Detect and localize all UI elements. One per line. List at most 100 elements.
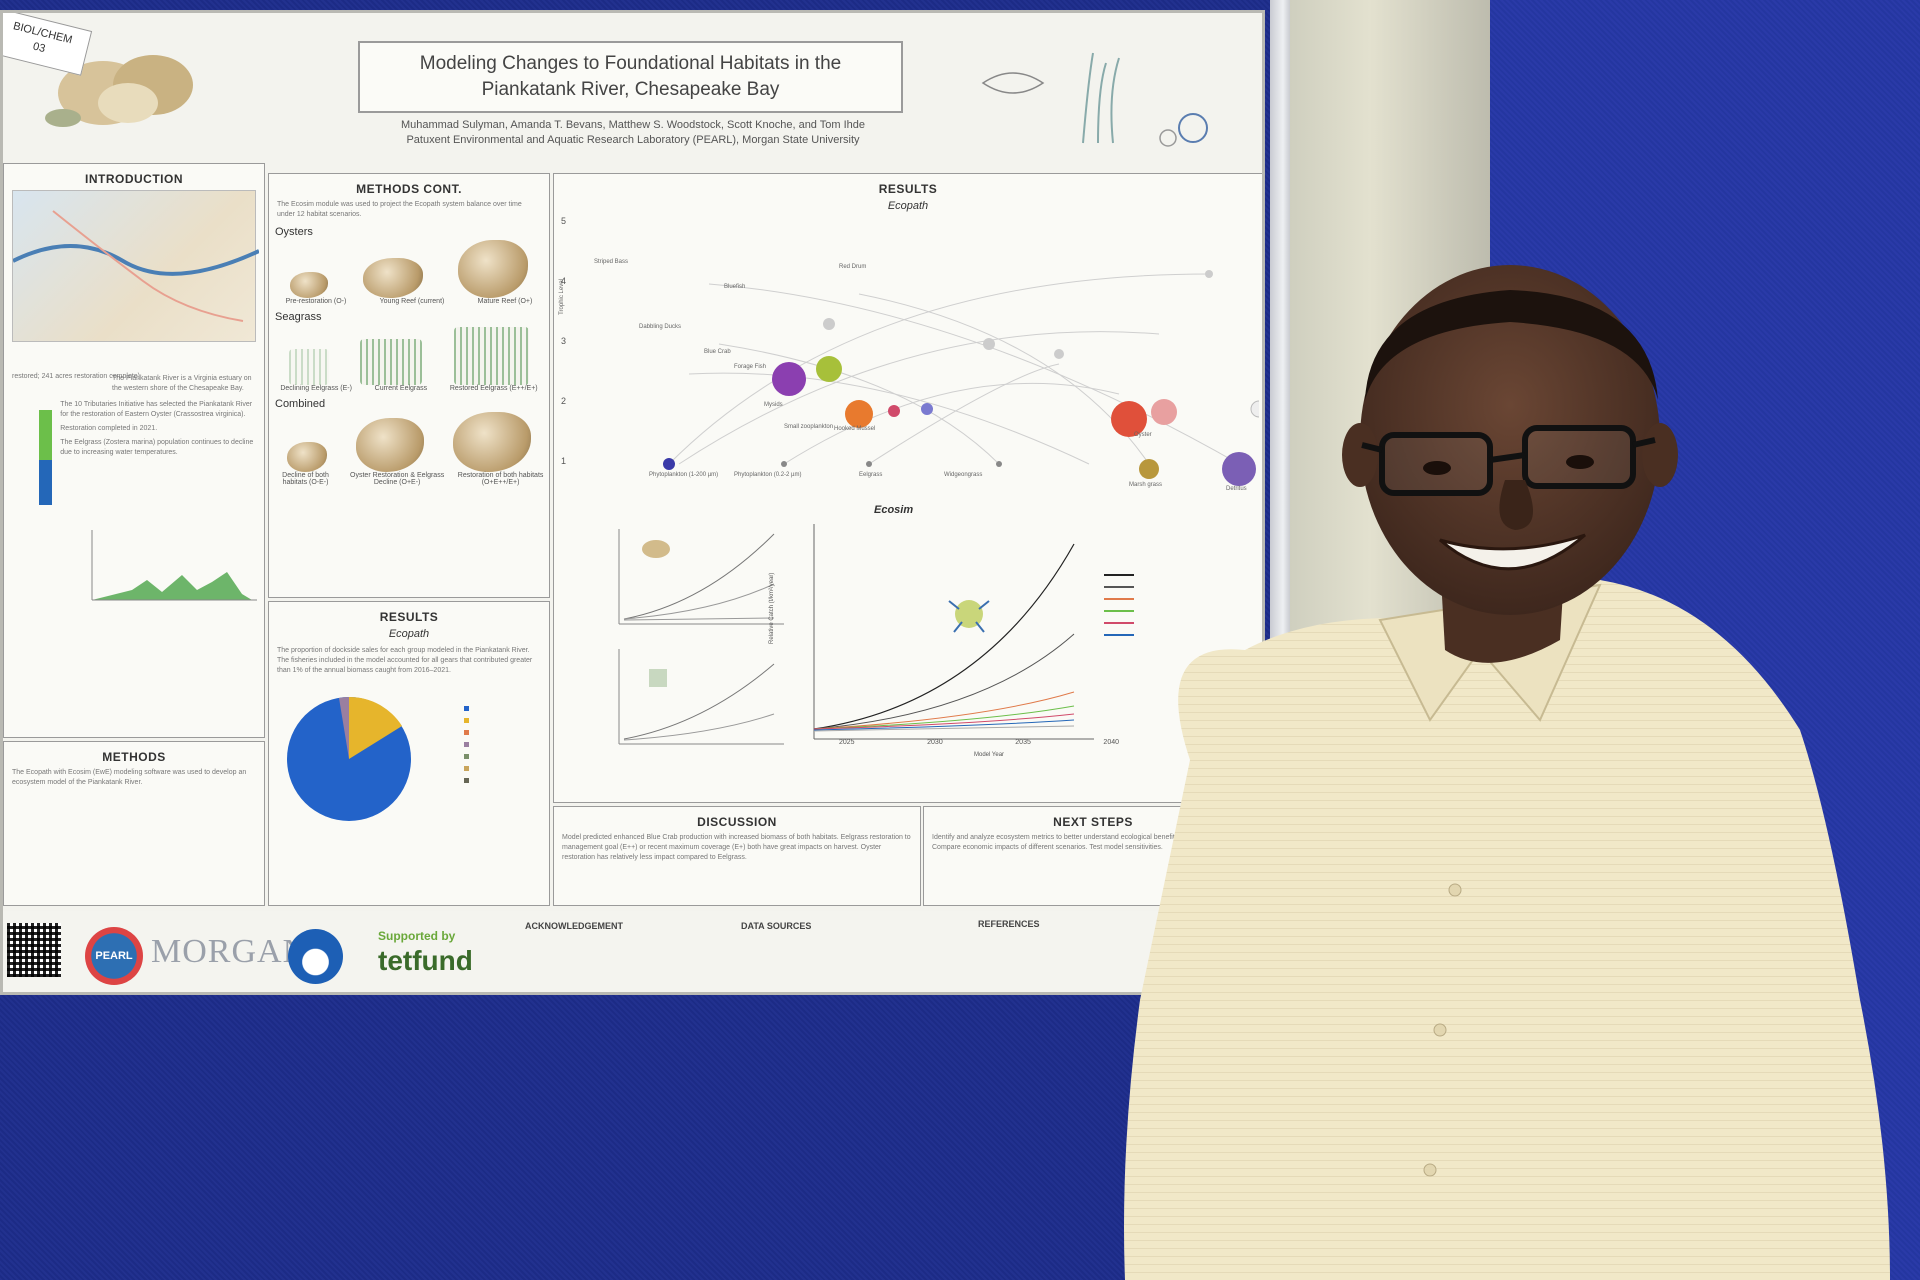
author-list: Muhammad Sulyman, Amanda T. Bevans, Matt… xyxy=(400,119,866,131)
results-main-panel: RESULTS Ecopath 5 4 3 2 1 xyxy=(553,173,1262,803)
seagrass-current-icon xyxy=(360,339,423,385)
next-steps-text: Identify and analyze ecosystem metrics t… xyxy=(932,834,1247,851)
introduction-panel: INTRODUCTION restored; 241 acres restora… xyxy=(3,163,265,738)
eelgrass-area-chart xyxy=(91,530,257,601)
ecosim-small-chart-a xyxy=(618,529,784,625)
seagrass-label-2: Current Eelgrass xyxy=(374,385,428,392)
combined-label-3: Restoration of both habitats (O+E++/E+) xyxy=(457,472,544,486)
poster-title: Modeling Changes to Foundational Habitat… xyxy=(358,41,903,113)
combined-decline-icon xyxy=(287,442,328,472)
node-label-mysids: Mysids xyxy=(764,402,783,408)
adjacent-board xyxy=(1490,0,1920,1280)
oyster-label-2: Young Reef (current) xyxy=(379,298,445,305)
morgan-logo: MORGAN xyxy=(151,933,309,970)
seagrass-declining-icon xyxy=(288,349,329,385)
affiliation: Patuxent Environmental and Aquatic Resea… xyxy=(406,134,860,146)
node-label-striped-bass: Striped Bass xyxy=(594,259,629,265)
node-label-blue-crab: Blue Crab xyxy=(704,349,731,355)
noaa-logo xyxy=(288,929,343,984)
oyster-mature-reef-icon xyxy=(457,240,528,298)
restoration-bar-chart xyxy=(39,410,53,505)
methods-cont-heading: METHODS CONT. xyxy=(356,182,462,196)
svg-text:4: 4 xyxy=(561,276,566,286)
results-main-subheading: Ecopath xyxy=(887,200,929,212)
combined-label: Combined xyxy=(275,398,326,410)
discussion-text: Model predicted enhanced Blue Crab produ… xyxy=(562,834,911,861)
pearl-logo: PEARL xyxy=(85,927,143,985)
ecosim-small-chart-b xyxy=(618,649,784,745)
qr-code-icon xyxy=(7,923,61,977)
results-ecopath-text: The proportion of dockside sales for eac… xyxy=(277,647,533,674)
seagrass-label: Seagrass xyxy=(275,311,322,323)
combined-oyster-restoration-icon xyxy=(355,418,424,472)
dockside-sales-pie-chart xyxy=(287,696,469,821)
intro-stats: restored; 241 acres restoration complete… xyxy=(12,373,141,380)
title-line-1: Modeling Changes to Foundational Habitat… xyxy=(419,53,842,74)
svg-text:3: 3 xyxy=(561,336,566,346)
methods-cont-intro: The Ecosim module was used to project th… xyxy=(277,201,522,218)
ecosim-heading: Ecosim xyxy=(874,504,914,516)
ecosim-tick-1: 2025 xyxy=(839,739,855,746)
intro-text-1: The Piankatank River is a Virginia estua… xyxy=(112,375,252,392)
combined-label-1: Decline of both habitats (O-E-) xyxy=(282,472,329,486)
poster-number-tag: BIOL/CHEM 03 xyxy=(3,13,93,76)
svg-text:2: 2 xyxy=(561,396,566,406)
results-main-heading: RESULTS xyxy=(878,182,938,196)
seagrass-label-3: Restored Eelgrass (E++/E+) xyxy=(449,385,538,392)
results-ecopath-panel: RESULTS Ecopath The proportion of docksi… xyxy=(268,601,550,906)
ecosim-y-label: Relative Catch (t/km²/year) xyxy=(769,572,775,644)
ecosim-tick-4: 2040 xyxy=(1103,739,1119,746)
methods-text: The Ecopath with Ecosim (EwE) modeling s… xyxy=(12,769,247,786)
discussion-heading: DISCUSSION xyxy=(697,815,777,829)
node-label-eelgrass: Eelgrass xyxy=(859,472,883,478)
intro-text-2: The 10 Tributaries Initiative has select… xyxy=(60,401,253,418)
node-label-phytoplankton: Phytoplankton (1-200 µm) xyxy=(649,472,719,478)
svg-text:5: 5 xyxy=(561,216,566,226)
node-label-oyster: Oyster xyxy=(1134,432,1152,438)
node-label-red-drum: Red Drum xyxy=(839,264,867,270)
node-label-hooked-mussel: Hooked Mussel xyxy=(834,426,876,432)
acknowledgement-heading: ACKNOWLEDGEMENT xyxy=(525,921,623,931)
food-web-y-axis: Trophic Level xyxy=(558,279,565,315)
node-label-widgeongrass: Widgeongrass xyxy=(944,472,983,478)
oyster-pre-restoration-icon xyxy=(290,272,329,298)
seagrass-label-1: Declining Eelgrass (E-) xyxy=(280,385,352,392)
svg-text:1: 1 xyxy=(561,456,566,466)
tetfund-logo: tetfund xyxy=(378,945,473,976)
ecosim-tick-2: 2030 xyxy=(927,739,943,746)
discussion-panel: DISCUSSION Model predicted enhanced Blue… xyxy=(553,806,921,906)
ecosim-x-ticks: 2025 2030 2035 2040 xyxy=(839,739,1119,746)
intro-text-3: Restoration completed in 2021. xyxy=(60,425,158,432)
combined-label-2: Oyster Restoration & Eelgrass Decline (O… xyxy=(350,472,445,486)
oyster-label-3: Mature Reef (O+) xyxy=(477,298,533,305)
node-label-forage-fish: Forage Fish xyxy=(734,364,767,370)
research-poster: BIOL/CHEM 03 Modeling Changes to Foundat… xyxy=(0,10,1265,995)
data-sources-heading: DATA SOURCES xyxy=(741,921,812,931)
marine-life-illustration xyxy=(981,52,1208,147)
oyster-young-reef-icon xyxy=(362,258,423,298)
oysters-label: Oysters xyxy=(275,226,313,238)
title-line-2: Piankatank River, Chesapeake Bay xyxy=(481,79,780,100)
ecosim-tick-3: 2035 xyxy=(1015,739,1031,746)
node-label-bluefish: Bluefish xyxy=(724,284,746,290)
node-label-detritus: Detritus xyxy=(1226,486,1247,492)
results-ecopath-heading: RESULTS xyxy=(379,610,439,624)
poster-footer: PEARL MORGAN Supported by tetfund ACKNOW… xyxy=(3,911,1262,992)
node-label-phytoplankton-small: Phytoplankton (0.2-2 µm) xyxy=(734,472,802,478)
methods-panel: METHODS The Ecopath with Ecosim (EwE) mo… xyxy=(3,741,265,906)
methods-cont-panel: METHODS CONT. The Ecosim module was used… xyxy=(268,173,550,598)
supported-by-label: Supported by xyxy=(378,929,456,943)
next-steps-panel: NEXT STEPS Identify and analyze ecosyste… xyxy=(923,806,1262,906)
pearl-logo-text: PEARL xyxy=(95,950,133,962)
node-label-zooplankton: Small zooplankton xyxy=(784,424,834,430)
references-heading: REFERENCES xyxy=(978,919,1040,929)
ecosim-main-chart xyxy=(813,524,1134,740)
oyster-illustration xyxy=(45,55,193,127)
combined-both-restoration-icon xyxy=(452,412,531,472)
methods-heading: METHODS xyxy=(102,750,166,764)
study-area-map xyxy=(12,190,259,342)
results-ecopath-subheading: Ecopath xyxy=(388,628,430,640)
food-web-diagram: 5 4 3 2 1 xyxy=(561,216,1259,486)
next-steps-heading: NEXT STEPS xyxy=(1053,815,1133,829)
node-label-marsh-grass: Marsh grass xyxy=(1129,482,1163,488)
